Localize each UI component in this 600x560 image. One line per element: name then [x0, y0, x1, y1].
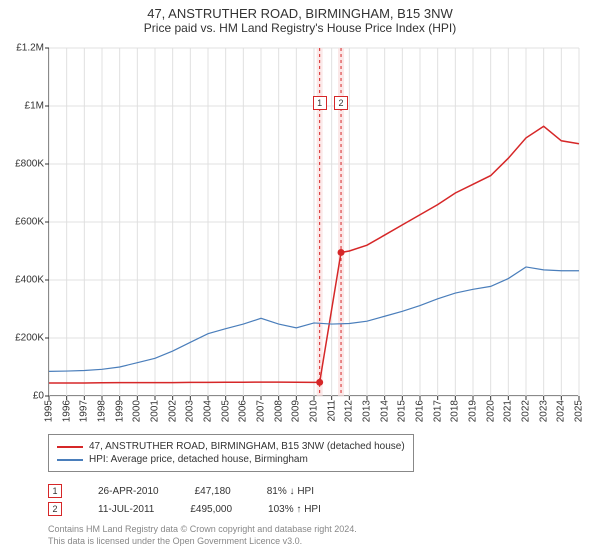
x-tick-label: 2022: [521, 400, 532, 422]
title-block: 47, ANSTRUTHER ROAD, BIRMINGHAM, B15 3NW…: [0, 0, 600, 37]
x-tick-label: 2025: [574, 400, 585, 422]
footer-attribution: Contains HM Land Registry data © Crown c…: [48, 524, 357, 547]
x-tick-label: 2013: [362, 400, 373, 422]
transaction-price: £47,180: [195, 486, 231, 497]
x-tick-label: 2001: [150, 400, 161, 422]
chart-title: 47, ANSTRUTHER ROAD, BIRMINGHAM, B15 3NW: [0, 6, 600, 21]
footer-line-2: This data is licensed under the Open Gov…: [48, 536, 357, 548]
x-tick-label: 2016: [415, 400, 426, 422]
transaction-row: 2 11-JUL-2011 £495,000 103% ↑ HPI: [48, 502, 321, 516]
x-tick-label: 2005: [220, 400, 231, 422]
x-tick-label: 2024: [556, 400, 567, 422]
x-tick-label: 2002: [167, 400, 178, 422]
legend-swatch-hpi: [57, 459, 83, 461]
chart-transaction-label-1: 1: [313, 96, 327, 110]
y-tick-label: £1M: [0, 101, 44, 112]
x-tick-label: 2021: [503, 400, 514, 422]
transaction-marker-2: 2: [48, 502, 62, 516]
y-tick-label: £0: [0, 391, 44, 402]
x-tick-label: 2010: [309, 400, 320, 422]
legend-item-property: 47, ANSTRUTHER ROAD, BIRMINGHAM, B15 3NW…: [57, 441, 405, 452]
x-tick-label: 2004: [203, 400, 214, 422]
y-tick-label: £800K: [0, 159, 44, 170]
x-tick-label: 2019: [468, 400, 479, 422]
x-tick-label: 2023: [538, 400, 549, 422]
x-tick-label: 2015: [397, 400, 408, 422]
legend: 47, ANSTRUTHER ROAD, BIRMINGHAM, B15 3NW…: [48, 434, 414, 472]
legend-label-hpi: HPI: Average price, detached house, Birm…: [89, 454, 308, 465]
arrow-down-icon: ↓: [290, 486, 295, 497]
y-tick-label: £600K: [0, 217, 44, 228]
x-tick-label: 2008: [273, 400, 284, 422]
transaction-date: 26-APR-2010: [98, 486, 159, 497]
legend-item-hpi: HPI: Average price, detached house, Birm…: [57, 454, 405, 465]
legend-label-property: 47, ANSTRUTHER ROAD, BIRMINGHAM, B15 3NW…: [89, 441, 405, 452]
legend-swatch-property: [57, 446, 83, 448]
transaction-pct: 103% ↑ HPI: [268, 504, 321, 515]
transactions-list: 1 26-APR-2010 £47,180 81% ↓ HPI 2 11-JUL…: [48, 480, 321, 520]
transaction-date: 11-JUL-2011: [98, 504, 154, 515]
chart-subtitle: Price paid vs. HM Land Registry's House …: [0, 21, 600, 35]
x-tick-label: 2017: [432, 400, 443, 422]
x-tick-label: 1996: [61, 400, 72, 422]
chart-plot-area: 12£0£200K£400K£600K£800K£1M£1.2M19951996…: [48, 48, 578, 396]
x-tick-label: 2007: [256, 400, 267, 422]
x-tick-label: 2020: [485, 400, 496, 422]
chart-container: 47, ANSTRUTHER ROAD, BIRMINGHAM, B15 3NW…: [0, 0, 600, 560]
y-tick-label: £1.2M: [0, 43, 44, 54]
x-tick-label: 1998: [97, 400, 108, 422]
x-tick-label: 2003: [185, 400, 196, 422]
x-tick-label: 2000: [132, 400, 143, 422]
y-tick-label: £400K: [0, 275, 44, 286]
transaction-row: 1 26-APR-2010 £47,180 81% ↓ HPI: [48, 484, 321, 498]
arrow-up-icon: ↑: [296, 504, 301, 515]
x-tick-label: 1999: [114, 400, 125, 422]
y-tick-label: £200K: [0, 333, 44, 344]
chart-transaction-label-2: 2: [334, 96, 348, 110]
x-tick-label: 2012: [344, 400, 355, 422]
transaction-pct: 81% ↓ HPI: [267, 486, 314, 497]
footer-line-1: Contains HM Land Registry data © Crown c…: [48, 524, 357, 536]
x-tick-label: 2006: [238, 400, 249, 422]
transaction-marker-1: 1: [48, 484, 62, 498]
x-tick-label: 2014: [379, 400, 390, 422]
x-tick-label: 2011: [326, 400, 337, 422]
x-tick-label: 1995: [44, 400, 55, 422]
x-tick-label: 2009: [291, 400, 302, 422]
x-tick-label: 2018: [450, 400, 461, 422]
transaction-price: £495,000: [190, 504, 232, 515]
x-tick-label: 1997: [79, 400, 90, 422]
